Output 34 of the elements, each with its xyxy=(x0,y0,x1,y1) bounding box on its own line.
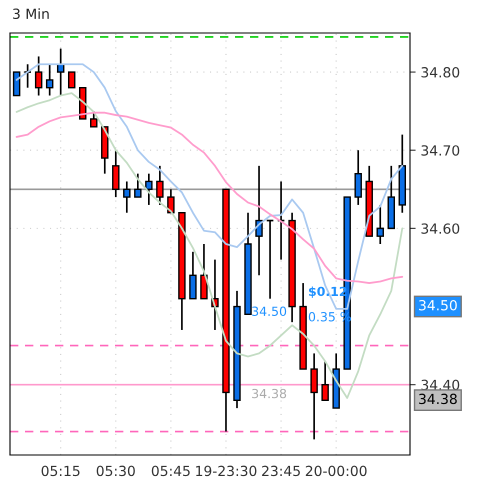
candlestick xyxy=(321,360,329,402)
x-tick-label: 05:45 xyxy=(152,466,190,476)
line-series xyxy=(16,112,404,284)
chart-title: 3 Min xyxy=(13,8,49,20)
annotation: 34.38 xyxy=(252,388,286,398)
candlestick xyxy=(112,149,120,198)
x-tick-label: 05:15 xyxy=(42,466,80,476)
candlestick xyxy=(156,165,164,206)
candlestick xyxy=(123,180,131,214)
candlestick xyxy=(266,220,274,300)
candlestick xyxy=(376,204,384,245)
candlestick xyxy=(200,243,208,300)
x-tick-label: 19-23:30 xyxy=(196,466,256,476)
candlestick xyxy=(167,188,175,214)
candlestick xyxy=(68,71,76,88)
candlestick xyxy=(56,48,64,96)
y-tick-label: 34.70 xyxy=(421,145,460,156)
x-tick-label: 20-00:00 xyxy=(306,466,367,476)
annotation: 34.50 xyxy=(252,306,286,316)
candlestick xyxy=(354,149,362,206)
candlestick xyxy=(310,352,318,440)
text: 34.38 xyxy=(419,394,457,404)
y-tick-label: 34.80 xyxy=(421,67,460,78)
annotation: 0.35 % xyxy=(308,312,351,322)
candlestick xyxy=(189,250,197,300)
line-series xyxy=(16,92,404,399)
candlestick xyxy=(134,172,142,198)
x-tick-label: 05:30 xyxy=(96,466,135,476)
candlestick xyxy=(46,63,54,96)
x-tick-label: 23:45 xyxy=(262,466,300,476)
candlestick xyxy=(34,56,42,96)
text: 34.50 xyxy=(419,300,457,310)
candlestick xyxy=(145,172,153,206)
y-tick-label: 34.60 xyxy=(421,223,460,234)
